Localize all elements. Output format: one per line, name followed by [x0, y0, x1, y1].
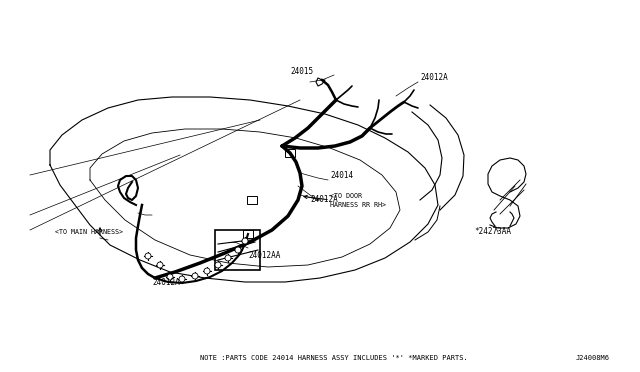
Circle shape [157, 262, 163, 268]
Text: 24012A: 24012A [152, 278, 180, 287]
FancyBboxPatch shape [243, 230, 253, 238]
Text: J24008M6: J24008M6 [576, 355, 610, 361]
Circle shape [179, 276, 185, 282]
Circle shape [215, 262, 221, 268]
Circle shape [204, 268, 210, 274]
Text: 24012A: 24012A [310, 195, 338, 204]
FancyBboxPatch shape [285, 149, 295, 157]
FancyBboxPatch shape [247, 196, 257, 204]
Circle shape [225, 255, 231, 261]
Text: <TO MAIN HARNESS>: <TO MAIN HARNESS> [55, 229, 123, 235]
Text: 24012AA: 24012AA [248, 251, 280, 260]
Text: <TO DOOR: <TO DOOR [330, 193, 362, 199]
Circle shape [235, 247, 241, 253]
Circle shape [192, 273, 198, 279]
FancyBboxPatch shape [215, 230, 260, 270]
Text: 24015: 24015 [291, 67, 314, 76]
Text: 24012A: 24012A [420, 73, 448, 82]
Text: 24014: 24014 [330, 171, 353, 180]
Text: HARNESS RR RH>: HARNESS RR RH> [330, 202, 386, 208]
Text: NOTE :PARTS CODE 24014 HARNESS ASSY INCLUDES '*' *MARKED PARTS.: NOTE :PARTS CODE 24014 HARNESS ASSY INCL… [200, 355, 468, 361]
Circle shape [167, 274, 173, 280]
Text: *24273AA: *24273AA [474, 227, 511, 236]
Circle shape [242, 238, 248, 244]
Circle shape [145, 253, 151, 259]
